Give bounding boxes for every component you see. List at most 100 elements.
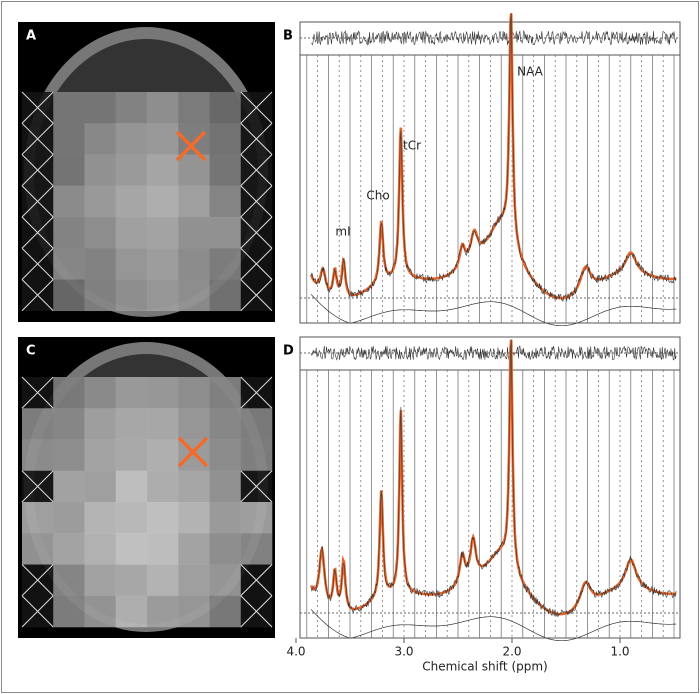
voxel <box>115 92 148 124</box>
excluded-voxel <box>240 376 273 409</box>
voxel <box>84 470 117 503</box>
spectrum-frame <box>299 21 681 324</box>
peak-label: NAA <box>517 65 544 79</box>
voxel <box>84 502 117 534</box>
voxel <box>115 502 148 534</box>
voxel <box>22 502 54 534</box>
panel-label: D <box>283 344 294 359</box>
voxel <box>147 595 179 628</box>
voxel <box>147 123 179 155</box>
voxel <box>84 154 117 187</box>
voxel <box>178 248 210 280</box>
voxel <box>209 279 242 312</box>
voxel <box>22 408 54 440</box>
panel-label: C <box>26 344 36 359</box>
x-axis-title: Chemical shift (ppm) <box>422 660 548 674</box>
voxel <box>178 470 210 503</box>
excluded-voxel <box>240 122 273 155</box>
voxel <box>147 185 179 218</box>
voxel <box>147 439 179 472</box>
excluded-voxel <box>21 279 54 312</box>
voxel <box>240 533 273 565</box>
voxel <box>22 439 54 472</box>
voxel <box>53 279 85 312</box>
voxel <box>53 185 85 218</box>
voxel <box>147 533 179 565</box>
voxel <box>240 408 273 440</box>
excluded-voxel <box>21 154 54 187</box>
voxel <box>147 154 179 187</box>
voxel <box>147 248 179 280</box>
baseline <box>310 294 677 327</box>
voxel <box>178 502 210 534</box>
voxel <box>178 564 210 597</box>
voxel <box>178 279 210 312</box>
x-tick-label: 2.0 <box>502 645 521 659</box>
voxel <box>53 502 85 534</box>
excluded-voxel <box>240 564 273 597</box>
voxel <box>147 502 179 534</box>
excluded-voxel <box>21 564 54 597</box>
voxel <box>53 123 85 155</box>
voxel <box>178 595 210 628</box>
voxel <box>115 185 148 218</box>
excluded-voxel <box>21 595 54 628</box>
voxel <box>53 248 85 280</box>
voxel <box>115 154 148 187</box>
voxel <box>84 185 117 218</box>
voxel <box>147 377 179 409</box>
voxel <box>147 279 179 312</box>
voxel <box>84 248 117 280</box>
voxel <box>53 439 85 472</box>
voxel <box>240 502 273 534</box>
excluded-voxel <box>240 216 273 249</box>
voxel <box>84 92 117 124</box>
voxel <box>84 533 117 565</box>
voxel <box>209 377 242 409</box>
voxel <box>147 92 179 124</box>
excluded-voxel <box>240 91 273 124</box>
excluded-voxel <box>240 154 273 187</box>
excluded-voxel <box>240 470 273 503</box>
voxel <box>209 92 242 124</box>
voxel <box>209 248 242 280</box>
voxel <box>115 595 148 628</box>
voxel <box>209 595 242 628</box>
voxel <box>115 470 148 503</box>
excluded-voxel <box>21 216 54 249</box>
voxel <box>53 377 85 409</box>
voxel <box>209 502 242 534</box>
voxel <box>84 408 117 440</box>
excluded-voxel <box>240 279 273 312</box>
voxel-marker <box>175 130 207 162</box>
voxel <box>53 533 85 565</box>
voxel <box>53 408 85 440</box>
voxel <box>147 564 179 597</box>
voxel <box>53 92 85 124</box>
excluded-voxel <box>21 470 54 503</box>
voxel <box>209 185 242 218</box>
voxel <box>115 564 148 597</box>
voxel <box>84 377 117 409</box>
voxel <box>209 123 242 155</box>
voxel <box>147 408 179 440</box>
peak-label: mI <box>335 225 350 239</box>
panel-label: B <box>283 29 293 44</box>
voxel <box>84 123 117 155</box>
voxel <box>178 92 210 124</box>
voxel <box>209 217 242 249</box>
voxel <box>147 470 179 503</box>
voxel <box>53 595 85 628</box>
voxel <box>209 533 242 565</box>
voxel <box>178 533 210 565</box>
spectrum-frame <box>299 336 681 639</box>
x-tick-label: 4.0 <box>286 645 305 659</box>
voxel <box>53 470 85 503</box>
voxel <box>84 595 117 628</box>
excluded-voxel <box>21 91 54 124</box>
voxel-marker <box>177 436 209 468</box>
voxel <box>115 248 148 280</box>
voxel <box>84 217 117 249</box>
x-tick-label: 1.0 <box>610 645 629 659</box>
